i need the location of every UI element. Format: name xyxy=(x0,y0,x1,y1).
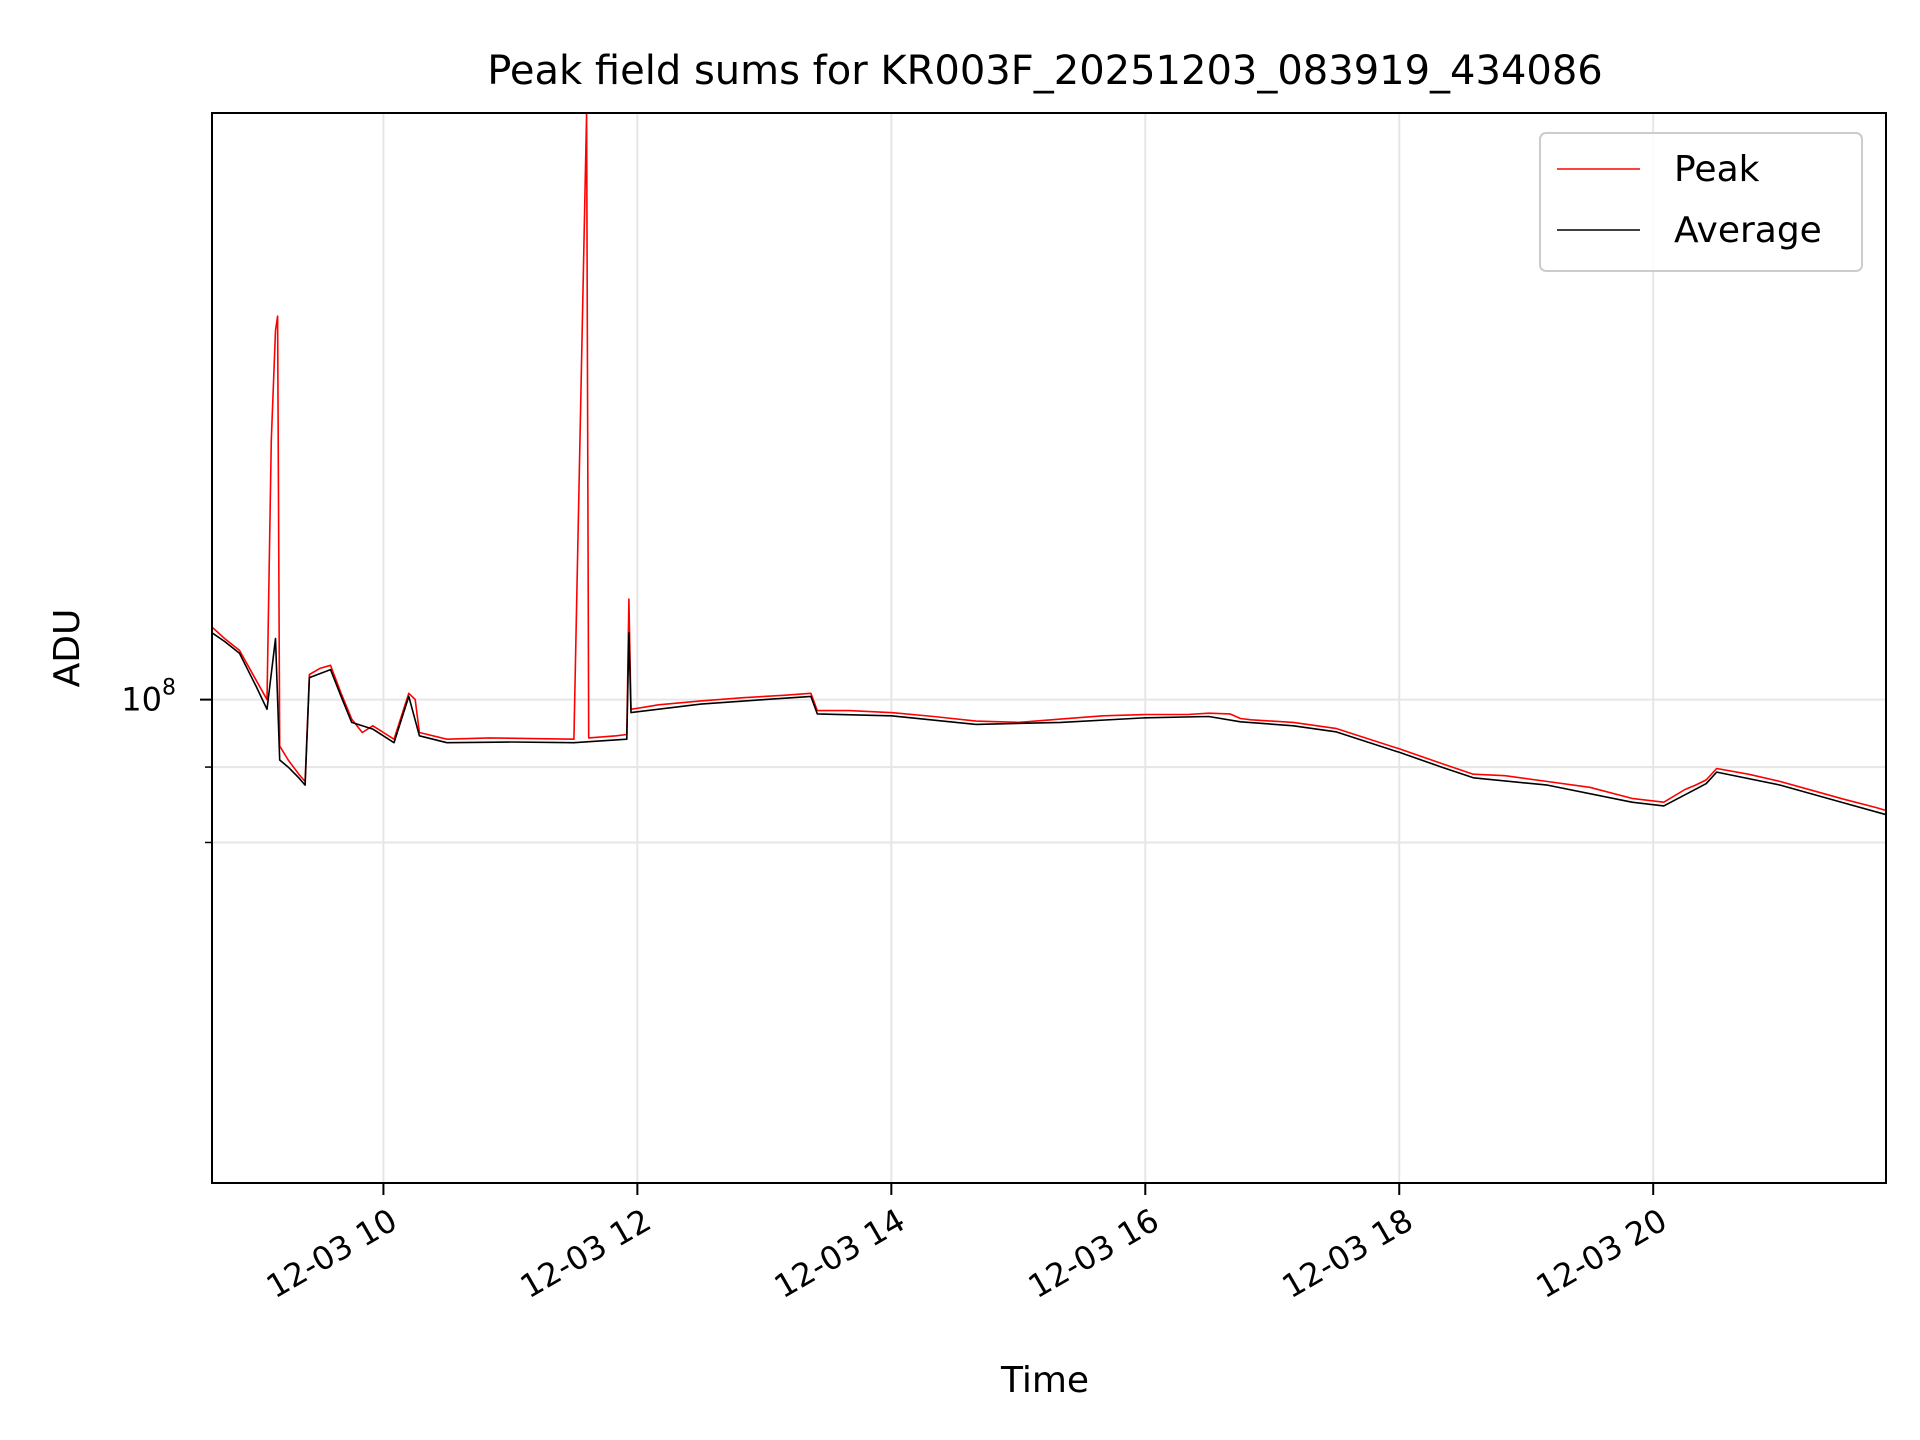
legend-label-peak: Peak xyxy=(1674,149,1760,190)
y-axis-label: ADU xyxy=(47,609,88,688)
gridlines xyxy=(212,113,1886,1183)
legend-label-average: Average xyxy=(1674,210,1822,251)
series-line-peak xyxy=(212,113,1886,812)
x-axis-label: Time xyxy=(1000,1360,1089,1401)
y-axis-ticks: 108 xyxy=(121,676,212,844)
plot-frame xyxy=(211,112,1887,1184)
chart-title: Peak field sums for KR003F_20251203_0839… xyxy=(487,48,1603,94)
series-line-average xyxy=(212,632,1886,816)
series-group xyxy=(212,113,1886,816)
legend: Peak Average xyxy=(1539,132,1863,272)
legend-box xyxy=(1539,132,1863,272)
